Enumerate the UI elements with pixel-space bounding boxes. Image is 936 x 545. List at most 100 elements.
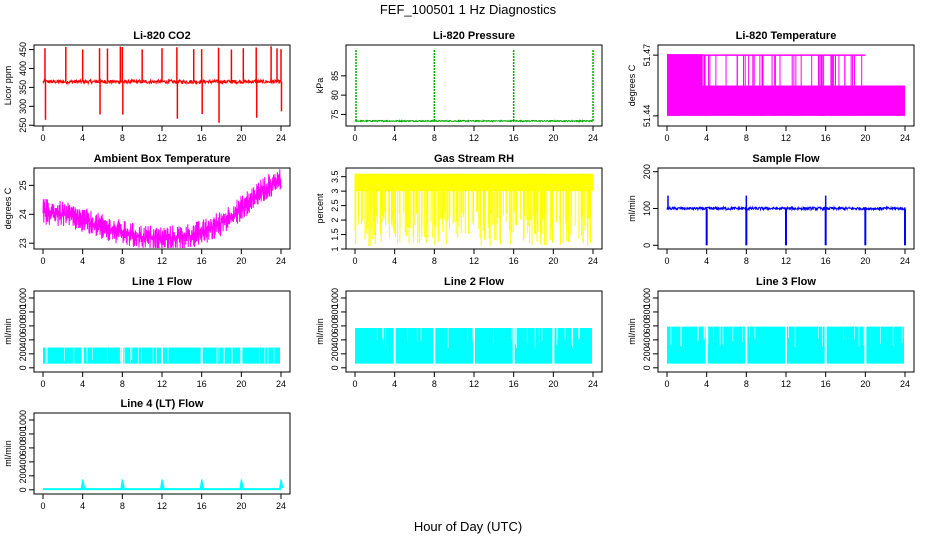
flow-gap [552,327,555,365]
y-axis-label: Licor ppm [3,66,13,106]
chart-panel-7: Line 1 Flow ml/min 0 4 8 12 16 20 24 0 20040060080… [3,276,291,389]
x-tick-label: 16 [821,133,831,143]
y-tick-label: 400 [18,454,28,469]
x-tick-label: 16 [197,256,207,266]
chart-panel-8: Line 2 Flow ml/min 0 4 8 12 16 20 24 0 20040060080… [315,276,603,389]
x-tick-label: 12 [157,379,167,389]
y-tick-label: 0 [642,365,652,370]
line4-flow-spike [160,479,165,490]
x-tick-label: 20 [236,256,246,266]
y-tick-label: 1000 [18,410,28,430]
x-tick-label: 0 [664,256,669,266]
line4-flow-spike [80,479,86,490]
x-tick-label: 20 [860,256,870,266]
x-tick-label: 0 [40,133,45,143]
line4-flow-spike [199,479,205,490]
y-tick-label: 600 [18,440,28,455]
x-tick-label: 20 [236,133,246,143]
x-tick-label: 8 [432,256,437,266]
x-tick-label: 8 [432,133,437,143]
chart-panel-3: Li-820 Temperature degrees C 0 4 8 12 16 20 24 51… [627,30,915,143]
x-tick-label: 20 [860,133,870,143]
x-tick-label: 4 [704,256,709,266]
x-tick-label: 8 [744,379,749,389]
x-tick-label: 4 [80,256,85,266]
ambient-temperature-trace [42,169,282,248]
y-tick-label: 800 [330,304,340,319]
temperature-band [667,85,905,116]
x-tick-label: 24 [276,256,286,266]
y-axis-label: ml/min [627,318,637,345]
y-tick-label: 400 [18,332,28,347]
y-tick-label: 100 [642,201,652,216]
x-tick-label: 24 [276,133,286,143]
data-series [666,195,906,246]
x-tick-label: 16 [821,256,831,266]
x-tick-label: 0 [352,256,357,266]
panel-title: Sample Flow [752,153,820,165]
x-tick-label: 24 [900,256,910,266]
y-axis-label: kPa [315,78,325,94]
y-tick-label: 800 [642,304,652,319]
x-tick-label: 12 [469,133,479,143]
x-tick-label: 0 [664,133,669,143]
panel-title: Gas Stream RH [434,153,514,165]
y-tick-label: 200 [642,346,652,361]
flow-gap [393,327,396,365]
y-tick-label: 24 [18,209,28,219]
flow-gap [200,346,203,365]
y-tick-label: 80 [330,90,340,100]
flow-gap [433,327,436,365]
flow-gap [280,346,282,365]
y-tick-label: 0 [330,365,340,370]
x-tick-label: 12 [469,379,479,389]
x-tick-label: 4 [80,133,85,143]
y-tick-label: 1000 [642,288,652,308]
x-tick-label: 24 [900,133,910,143]
x-tick-label: 4 [80,501,85,511]
y-tick-label: 800 [18,426,28,441]
figure-title: FEF_100501 1 Hz Diagnostics [380,2,557,17]
flow-gap [745,325,748,365]
chart-panel-2: Li-820 Pressure kPa 0 4 8 12 16 20 24 75 80 85 [315,30,603,143]
y-axis-label: percent [315,193,325,224]
x-tick-label: 12 [157,501,167,511]
y-tick-label: 51.47 [642,44,652,67]
y-tick-label: 23 [18,238,28,248]
panel-title: Line 4 (LT) Flow [121,398,204,410]
flow-gap [592,327,594,365]
y-tick-label: 2.5 [330,199,340,212]
data-series [43,346,282,369]
y-axis-label: ml/min [3,440,13,467]
panel-title: Line 2 Flow [444,276,504,288]
y-axis-label: ml/min [3,318,13,345]
x-tick-label: 16 [197,379,207,389]
x-tick-label: 0 [664,379,669,389]
data-series [354,173,593,246]
line4-flow-spike [239,479,244,490]
x-tick-label: 16 [821,379,831,389]
y-tick-label: 300 [18,99,28,114]
x-tick-label: 8 [120,379,125,389]
data-series [354,48,594,123]
flow-gap [512,327,515,365]
flow-gap [785,325,787,365]
flow-gap [473,327,475,365]
x-tick-label: 4 [80,379,85,389]
x-tick-label: 20 [548,133,558,143]
y-tick-label: 1.5 [330,228,340,241]
y-tick-label: 51.44 [642,105,652,128]
x-tick-label: 12 [157,133,167,143]
x-tick-label: 8 [744,256,749,266]
x-tick-label: 20 [548,256,558,266]
panel-title: Ambient Box Temperature [94,153,231,165]
x-tick-label: 20 [236,379,246,389]
data-series [355,327,594,365]
panel-title: Line 1 Flow [132,276,192,288]
y-tick-label: 75 [330,109,340,119]
temperature-block [667,54,703,86]
y-tick-label: 400 [642,332,652,347]
x-tick-label: 24 [276,379,286,389]
y-tick-label: 3 [330,189,340,194]
